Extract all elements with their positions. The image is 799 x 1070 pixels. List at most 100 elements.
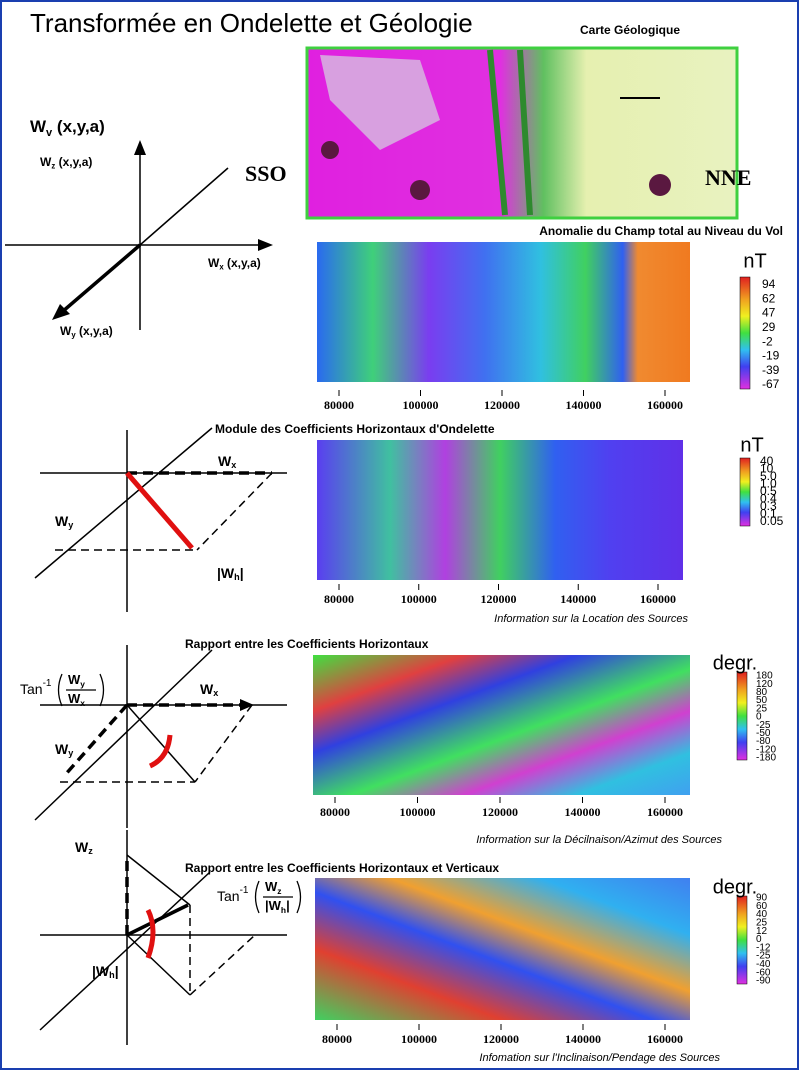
colorbar-label: -67 — [762, 377, 780, 391]
colorbar-label: 80 — [756, 687, 768, 698]
x-tick-label: 80000 — [322, 1032, 352, 1046]
colorbar-label: 47 — [762, 306, 776, 320]
diagram — [39, 830, 287, 1045]
label-sub: h — [109, 971, 115, 981]
guide — [196, 472, 273, 551]
label-rest: (x,y,a) — [224, 256, 261, 270]
colorbar — [736, 671, 748, 761]
diagram-label: Wz — [75, 839, 93, 857]
formula-tan: Tan — [217, 888, 240, 904]
colorbar-label: 180 — [756, 671, 773, 682]
formula-paren — [296, 880, 302, 914]
colorbar-label: 60 — [756, 901, 768, 912]
colorbar-label: 0 — [756, 934, 762, 945]
direction-label: NNE — [705, 165, 751, 190]
label-sub: x — [231, 461, 236, 471]
colorbar-label: 1.0 — [760, 477, 777, 491]
x-tick-label: 160000 — [647, 1032, 683, 1046]
x-tick-label: 120000 — [484, 398, 520, 412]
colorbar-label: 50 — [756, 695, 768, 706]
formula-prefix: Tan-1 — [217, 885, 249, 904]
colorbar-label: -25 — [756, 951, 771, 962]
colorbar-label: -60 — [756, 967, 771, 978]
x-tick-label: 160000 — [647, 398, 683, 412]
label-rest: | — [115, 963, 119, 979]
colorbar-label: -180 — [756, 753, 776, 764]
angle-arc — [148, 734, 173, 769]
diagram-label: |Wh| — [217, 565, 244, 583]
x-tick-label: 160000 — [640, 592, 676, 606]
axis — [60, 243, 142, 314]
colorbar-label: 25 — [756, 918, 768, 929]
diagram-label: Wy — [68, 672, 85, 689]
colorbar-label: 25 — [756, 703, 768, 714]
direction-label: SSO — [245, 161, 287, 186]
diagram-label: Wx — [218, 453, 236, 471]
map-image — [315, 878, 690, 1020]
diagram-label: Wz — [265, 879, 282, 896]
colorbar-label: 94 — [762, 277, 776, 291]
formula-prefix: Tan-1 — [20, 678, 52, 697]
colorbar — [739, 276, 751, 390]
map-zone — [649, 174, 671, 196]
x-tick-label: 140000 — [560, 592, 596, 606]
x-tick-label: 160000 — [647, 805, 683, 819]
colorbar-label: 0.4 — [760, 492, 777, 506]
colorbar-label: -40 — [756, 959, 771, 970]
colorbar-label: -25 — [756, 720, 771, 731]
colorbar-label: 29 — [762, 320, 776, 334]
label-main: W — [68, 691, 81, 706]
x-tick-label: 80000 — [324, 592, 354, 606]
map-label: Carte Géologique — [580, 23, 680, 37]
label-rest: | — [240, 565, 244, 581]
label-sub: z — [51, 162, 55, 171]
map-zone — [321, 141, 339, 159]
label-sub: h — [281, 905, 286, 915]
diagram-label: Wv (x,y,a) — [30, 117, 105, 139]
panel-caption: Information sur la Décilnaison/Azimut de… — [476, 834, 722, 846]
label-main: W — [75, 839, 89, 855]
label-main: W — [218, 453, 232, 469]
label-rest: | — [286, 898, 290, 913]
colorbar-label: -2 — [762, 334, 773, 348]
colorbar-label: -39 — [762, 363, 780, 377]
x-tick-label: 120000 — [483, 1032, 519, 1046]
colorbar-label: 5.0 — [760, 469, 777, 483]
formula-tan: Tan — [20, 681, 43, 697]
label-main: W — [208, 256, 220, 270]
label-main: W — [30, 117, 47, 136]
map-image — [317, 242, 690, 382]
formula-paren — [99, 673, 105, 707]
x-tick-label: 140000 — [566, 398, 602, 412]
colorbar — [739, 457, 751, 527]
map-zone — [410, 180, 430, 200]
colorbar-label: 0.5 — [760, 484, 777, 498]
label-main: |W — [217, 565, 235, 581]
diagram-label: Wx — [200, 681, 218, 699]
label-main: W — [55, 741, 69, 757]
colorbar-label: -120 — [756, 744, 776, 755]
label-sub: y — [71, 331, 76, 340]
label-sub: x — [219, 263, 224, 272]
x-tick-label: 100000 — [401, 592, 437, 606]
colorbar-unit: degr. — [713, 652, 757, 674]
x-tick-label: 100000 — [401, 1032, 437, 1046]
colorbar-label: 40 — [760, 454, 774, 468]
colorbar-unit: nT — [740, 434, 763, 456]
guide — [126, 854, 191, 906]
angle-arc — [145, 908, 156, 959]
label-sub: y — [68, 521, 74, 531]
guide — [194, 704, 253, 783]
colorbar-label: 0.05 — [760, 514, 784, 528]
diagram-label: Wz (x,y,a) — [40, 155, 92, 170]
colorbar-unit: nT — [743, 250, 766, 272]
axis — [139, 167, 229, 246]
vector — [125, 471, 194, 550]
diagram-label: Wx (x,y,a) — [208, 256, 261, 271]
formula-paren — [57, 673, 63, 707]
diagram-label: Wy — [55, 513, 74, 531]
colorbar-label: 120 — [756, 679, 773, 690]
colorbar-label: 40 — [756, 909, 768, 920]
